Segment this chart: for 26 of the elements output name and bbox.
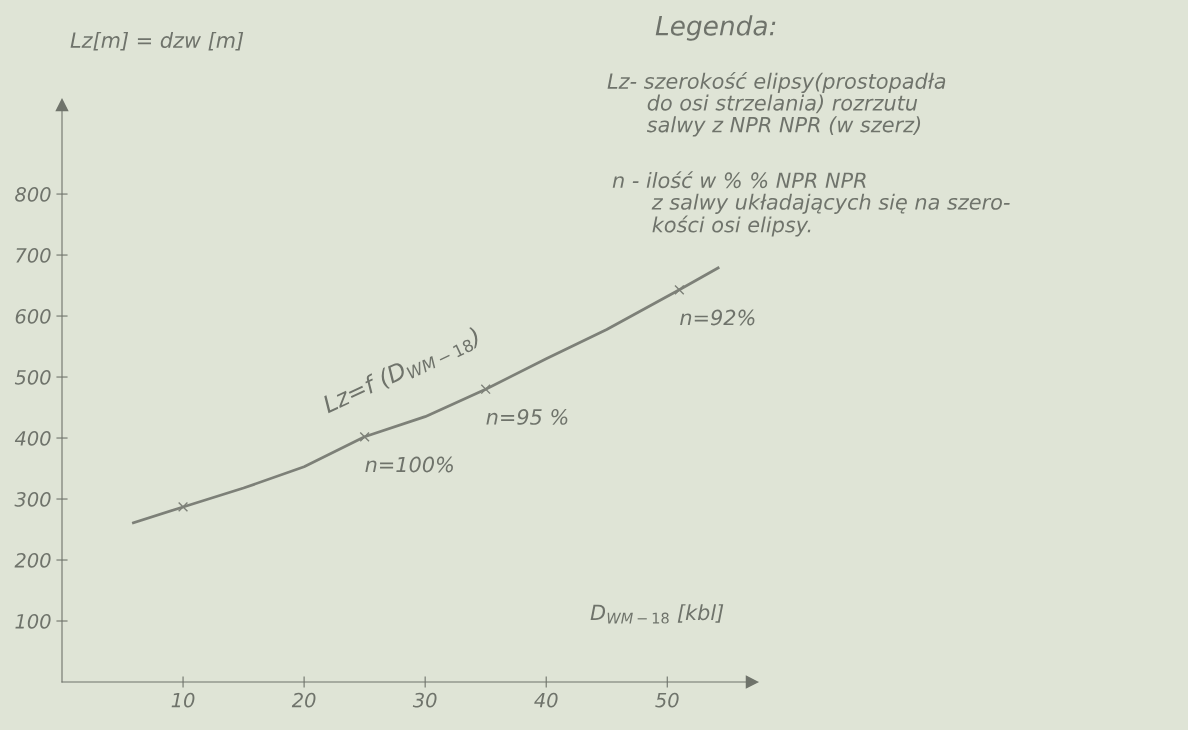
x-tick-label: 50 [655, 692, 679, 708]
point [674, 284, 685, 295]
x-tick-label: 40 [534, 692, 558, 708]
annotation: Lz=f (D$_{WM−18}$) [320, 326, 483, 417]
x-axis-title: D$_{WM−18}$ [kbl] [590, 604, 724, 624]
y-tick-label: 300 [14, 491, 51, 507]
y-tick-label: 700 [16, 248, 51, 263]
x-tick-label: 20 [291, 692, 316, 708]
y-tick-label: 500 [14, 369, 51, 385]
y-tick-label: 400 [14, 430, 51, 446]
y-tick-label: 100 [15, 613, 51, 629]
annotation: n=92% [680, 309, 755, 326]
point [480, 384, 491, 395]
point [177, 501, 189, 513]
annotation: n=100% [365, 456, 453, 473]
point [359, 431, 370, 442]
annotation: n=95 % [486, 409, 568, 425]
y-tick-label: 200 [14, 552, 51, 568]
chart-title: Legenda: [655, 15, 776, 41]
x-tick-label: 30 [412, 692, 437, 708]
annotation: Lz- szerokość elipsy(prostopadła do osi strzelania) rozrzutu salwy z NPR NPR (w szerz) [607, 72, 946, 137]
y-tick-label: 800 [15, 187, 51, 202]
y-tick-label: 600 [15, 308, 51, 324]
annotation: n - ilość w % % NPR NPR z salwy układających się na szero- kości osi elipsy. [612, 171, 1010, 237]
x-tick-label: 10 [171, 692, 195, 708]
y-axis-title: Lz[m] = dzw [m] [70, 31, 244, 51]
